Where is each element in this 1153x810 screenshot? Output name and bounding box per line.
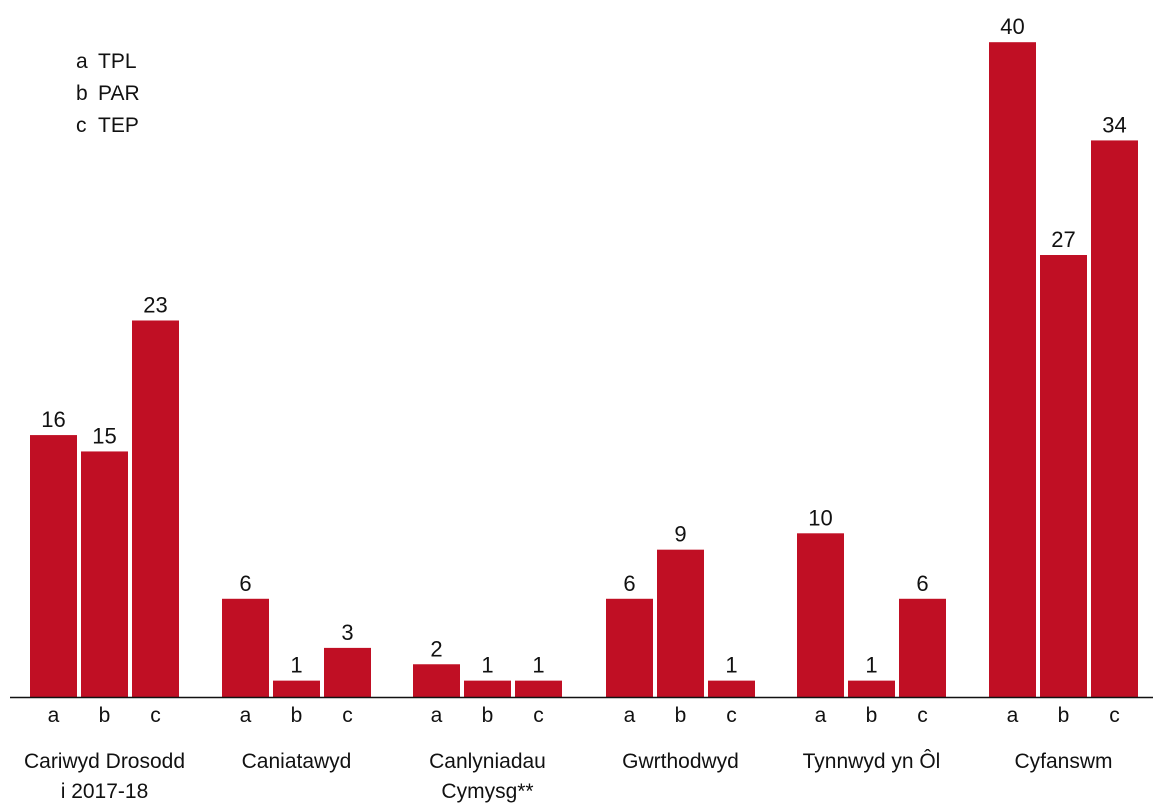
legend-item-c: c TEP [76,114,139,137]
bar [81,451,128,697]
data-label: 9 [674,522,686,547]
bar [464,680,511,697]
bar [1091,140,1138,698]
category-label: Caniatawyd [242,750,352,773]
bar [989,42,1036,697]
legend: a TPL b PAR c TEP [76,46,140,142]
category-label: Cariwyd Drosodd [24,750,185,773]
data-label: 6 [916,571,928,596]
sub-category-label: a [48,704,60,727]
data-label: 1 [290,653,302,678]
bar [899,598,946,697]
data-label: 1 [481,653,493,678]
data-label: 3 [341,620,353,645]
sub-category-label: c [917,704,928,727]
bar [797,533,844,697]
bar [848,680,895,697]
sub-category-label: c [1109,704,1120,727]
data-label: 23 [143,292,167,317]
data-label: 40 [1000,14,1024,39]
sub-category-label: a [1007,704,1019,727]
bar [222,598,269,697]
data-label: 1 [725,653,737,678]
sub-category-label: c [342,704,353,727]
data-label: 34 [1102,112,1126,137]
sub-category-label: a [431,704,443,727]
category-label: Gwrthodwyd [622,750,739,773]
sub-category-label: c [533,704,544,727]
sub-category-label: a [240,704,252,727]
bar [413,664,460,697]
data-label: 15 [92,423,116,448]
sub-category-label: b [291,704,303,727]
bar [515,680,562,697]
data-label: 16 [41,407,65,432]
bar [708,680,755,697]
data-label: 1 [532,653,544,678]
data-label: 6 [623,571,635,596]
data-label: 2 [430,636,442,661]
bar [657,549,704,697]
category-label: Canlyniadau [429,750,546,773]
data-label: 1 [865,653,877,678]
category-label: Cyfanswm [1014,750,1112,773]
category-label: i 2017-18 [61,780,149,803]
sub-category-label: b [482,704,494,727]
sub-category-label: b [675,704,687,727]
sub-category-label: a [815,704,827,727]
sub-category-label: a [624,704,636,727]
data-label: 6 [239,571,251,596]
bar [1040,255,1087,697]
bar [324,647,371,697]
bar [132,320,179,697]
category-label: Cymysg** [441,780,533,803]
bar [606,598,653,697]
sub-category-label: c [150,704,161,727]
data-label: 10 [808,505,832,530]
category-label: Tynnwyd yn Ôl [803,750,941,773]
legend-item-b: b PAR [76,82,140,105]
sub-category-label: b [99,704,111,727]
sub-category-label: c [726,704,737,727]
bar [30,435,77,697]
sub-category-label: b [866,704,878,727]
bar [273,680,320,697]
sub-category-label: b [1058,704,1070,727]
legend-item-a: a TPL [76,50,137,73]
data-label: 27 [1051,227,1075,252]
